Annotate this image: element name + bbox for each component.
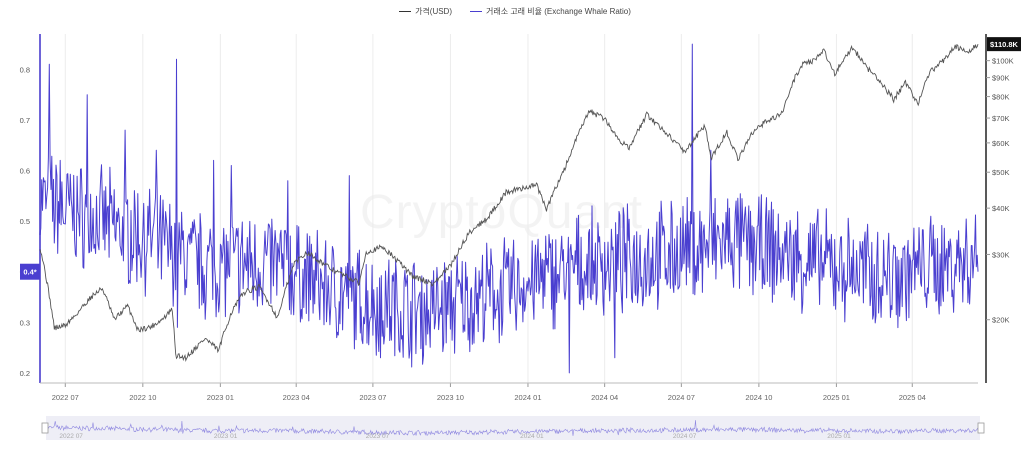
navigator-tick-label: 2023 07 (366, 433, 390, 440)
price-value-badge (987, 37, 1021, 52)
legend-item-ratio[interactable]: 거래소 고래 비율 (Exchange Whale Ratio) (470, 6, 631, 17)
y-right-tick-label: $100K (992, 57, 1014, 66)
y-left-tick-label: 0.7 (20, 116, 30, 125)
y-right-tick-label: $70K (992, 114, 1010, 123)
y-right-tick-label: $80K (992, 93, 1010, 102)
navigator-line (45, 420, 981, 436)
y-left-tick-label: 0.2 (20, 369, 30, 378)
grid (64, 34, 913, 383)
legend-swatch-ratio (470, 11, 483, 12)
legend: 가격(USD) 거래소 고래 비율 (Exchange Whale Ratio) (0, 6, 1030, 17)
legend-label-price: 가격(USD) (415, 7, 453, 16)
x-tick-label: 2025 04 (899, 393, 926, 402)
legend-label-ratio: 거래소 고래 비율 (Exchange Whale Ratio) (486, 7, 631, 16)
axes (39, 34, 990, 387)
x-tick-label: 2022 07 (52, 393, 79, 402)
x-tick-label: 2024 04 (591, 393, 618, 402)
price-series (39, 43, 979, 363)
x-tick-label: 2023 01 (207, 393, 234, 402)
y-right-tick-label: $90K (992, 74, 1010, 83)
x-tick-label: 2024 10 (745, 393, 772, 402)
legend-item-price[interactable]: 가격(USD) (399, 6, 452, 17)
x-tick-label: 2023 07 (359, 393, 386, 402)
x-tick-label: 2025 01 (823, 393, 850, 402)
ratio-series (39, 43, 979, 374)
x-tick-label: 2024 01 (514, 393, 541, 402)
y-right-tick-label: $50K (992, 168, 1010, 177)
navigator-tick-label: 2024 01 (520, 433, 544, 440)
y-left-tick-label: 0.5 (20, 217, 30, 226)
navigator-tick-label: 2025 01 (827, 433, 851, 440)
price-value-label: $110.8K (990, 40, 1019, 49)
y-right-tick-label: $20K (992, 316, 1010, 325)
navigator-tick-label: 2022 07 (59, 433, 83, 440)
legend-swatch-price (399, 11, 412, 12)
x-tick-label: 2023 04 (283, 393, 310, 402)
y-left-tick-label: 0.3 (20, 318, 30, 327)
y-right-tick-label: $30K (992, 250, 1010, 259)
labels: 2022 07 2022 10 2023 01 2023 04 2023 07 2023 … (20, 37, 1021, 402)
price-line (39, 43, 979, 363)
ratio-value-label: 0.4* (23, 268, 36, 277)
x-tick-label: 2023 10 (437, 393, 464, 402)
ratio-value-badge (20, 263, 40, 280)
navigator-tick-label: 2023 01 (214, 433, 238, 440)
navigator: 2022 07 2023 01 2023 07 2024 01 2024 07 2025 … (41, 416, 985, 440)
navigator-background (46, 416, 980, 440)
y-right-tick-label: $40K (992, 204, 1010, 213)
navigator-handle-right[interactable] (977, 422, 985, 434)
x-tick-label: 2024 07 (668, 393, 695, 402)
y-left-tick-label: 0.8 (20, 65, 30, 74)
navigator-handle-left[interactable] (41, 422, 49, 434)
y-left-tick-label: 0.6 (20, 167, 30, 176)
y-right-tick-label: $60K (992, 139, 1010, 148)
navigator-tick-label: 2024 07 (673, 433, 697, 440)
x-tick-label: 2022 10 (129, 393, 156, 402)
ratio-line (39, 43, 979, 374)
